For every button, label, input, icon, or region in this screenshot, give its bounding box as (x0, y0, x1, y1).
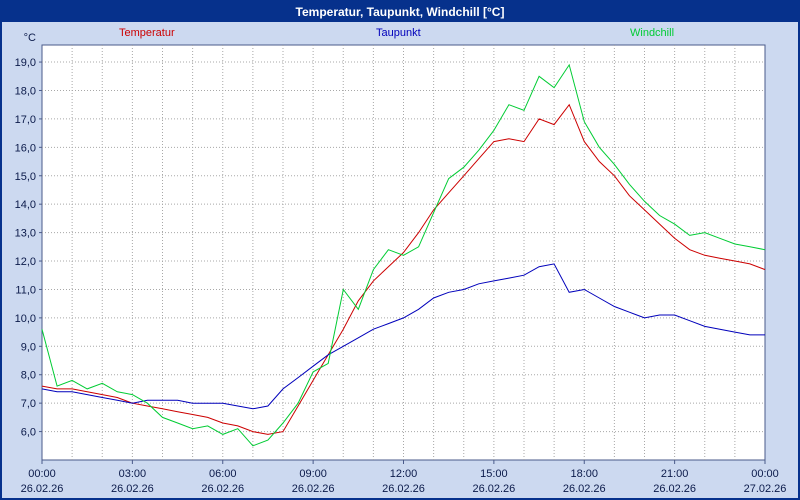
title-bar: Temperatur, Taupunkt, Windchill [°C] (2, 2, 798, 22)
y-tick-label: 15,0 (15, 171, 36, 183)
x-tick-date-label: 26.02.26 (653, 483, 696, 495)
legend-temperatur-label: Temperatur (119, 27, 175, 39)
x-tick-time-label: 18:00 (570, 468, 598, 480)
window-title: Temperatur, Taupunkt, Windchill [°C] (295, 5, 505, 19)
x-tick-time-label: 00:00 (751, 468, 779, 480)
legend-taupunkt-label: Taupunkt (376, 27, 421, 39)
x-tick-date-label: 26.02.26 (382, 483, 425, 495)
x-tick-time-label: 21:00 (661, 468, 689, 480)
y-tick-label: 9,0 (21, 341, 36, 353)
y-tick-label: 7,0 (21, 398, 36, 410)
y-tick-label: 13,0 (15, 228, 36, 240)
y-tick-label: 14,0 (15, 199, 36, 211)
x-tick-time-label: 12:00 (390, 468, 418, 480)
y-tick-label: 10,0 (15, 313, 36, 325)
y-tick-label: 11,0 (15, 284, 36, 296)
y-tick-label: 6,0 (21, 427, 36, 439)
x-tick-date-label: 26.02.26 (21, 483, 64, 495)
x-tick-time-label: 15:00 (480, 468, 508, 480)
y-tick-label: 18,0 (15, 85, 36, 97)
y-tick-label: 17,0 (15, 114, 36, 126)
x-tick-date-label: 26.02.26 (292, 483, 335, 495)
x-tick-date-label: 26.02.26 (111, 483, 154, 495)
y-tick-label: 16,0 (15, 142, 36, 154)
series-temperatur-line (41, 103, 766, 435)
x-tick-date-label: 26.02.26 (201, 483, 244, 495)
x-tick-date-label: 27.02.26 (744, 483, 787, 495)
x-tick-time-label: 00:00 (28, 468, 56, 480)
x-tick-time-label: 06:00 (209, 468, 237, 480)
x-tick-date-label: 26.02.26 (563, 483, 606, 495)
x-tick-date-label: 26.02.26 (472, 483, 515, 495)
y-tick-label: 19,0 (15, 57, 36, 69)
series-windchill-line (41, 63, 766, 447)
series-taupunkt-line (41, 263, 765, 410)
x-tick-time-label: 09:00 (299, 468, 327, 480)
y-tick-label: 8,0 (21, 370, 36, 382)
x-tick-time-label: 03:00 (119, 468, 147, 480)
legend-windchill-label: Windchill (630, 27, 675, 39)
y-tick-label: 12,0 (15, 256, 36, 268)
y-axis-unit: °C (24, 32, 36, 44)
